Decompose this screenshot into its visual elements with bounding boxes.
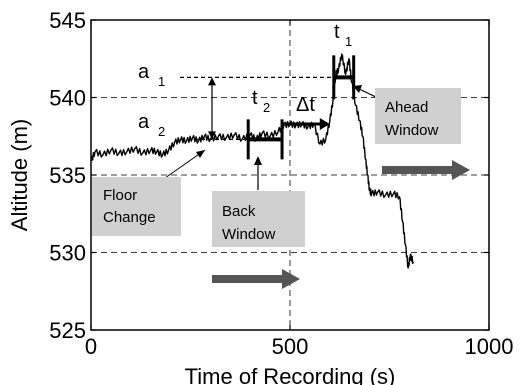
t2-subscript: 2: [263, 100, 270, 115]
delta-t-arrowhead: [319, 118, 330, 130]
direction-arrow-upper-shaft: [382, 166, 454, 174]
a2-label: a: [138, 111, 150, 133]
direction-arrow-lower-head: [282, 269, 300, 289]
t1-label: t: [334, 21, 340, 43]
a-difference-arrowhead-bottom: [208, 131, 216, 140]
back-window-pointer-head: [254, 156, 262, 165]
floor-change-box: [92, 177, 181, 236]
ahead-window-box: [375, 88, 461, 144]
ahead-window-text-1: Ahead: [385, 99, 428, 116]
delta-t-label: Δt: [296, 94, 315, 116]
a2-subscript: 2: [158, 124, 165, 139]
direction-arrow-lower-shaft: [212, 275, 284, 283]
back-window-text-2: Window: [222, 226, 276, 243]
y-tick-label-530: 530: [49, 241, 86, 266]
floor-change-text-1: Floor: [103, 187, 137, 204]
back-window-box: [212, 191, 305, 247]
a1-subscript: 1: [158, 74, 165, 89]
a-difference-arrowhead-top: [208, 77, 216, 86]
x-tick-label-0: 0: [85, 334, 97, 359]
ahead-window-pointer-head: [353, 85, 362, 93]
t1-subscript: 1: [345, 34, 352, 49]
y-axis-title: Altitude (m): [7, 119, 32, 231]
back-window-text-1: Back: [222, 203, 256, 220]
t2-label: t: [252, 87, 258, 109]
x-tick-label-1000: 1000: [465, 334, 514, 359]
ahead-window-pointer: [356, 87, 379, 99]
x-axis-title: Time of Recording (s): [185, 364, 396, 385]
y-tick-label-535: 535: [49, 163, 86, 188]
y-tick-label-540: 540: [49, 86, 86, 111]
y-tick-label-525: 525: [49, 318, 86, 343]
floor-change-pointer-head: [196, 150, 205, 158]
ahead-window-text-2: Window: [385, 122, 439, 139]
annotation-shapes: [164, 55, 470, 289]
a1-label: a: [138, 61, 150, 83]
direction-arrow-upper-head: [452, 160, 470, 180]
x-tick-label-500: 500: [272, 334, 309, 359]
floor-change-text-2: Change: [103, 209, 156, 226]
y-tick-label-545: 545: [49, 8, 86, 33]
axis-ticks: 525 530 535 540 545 0 500 1000: [49, 8, 513, 359]
